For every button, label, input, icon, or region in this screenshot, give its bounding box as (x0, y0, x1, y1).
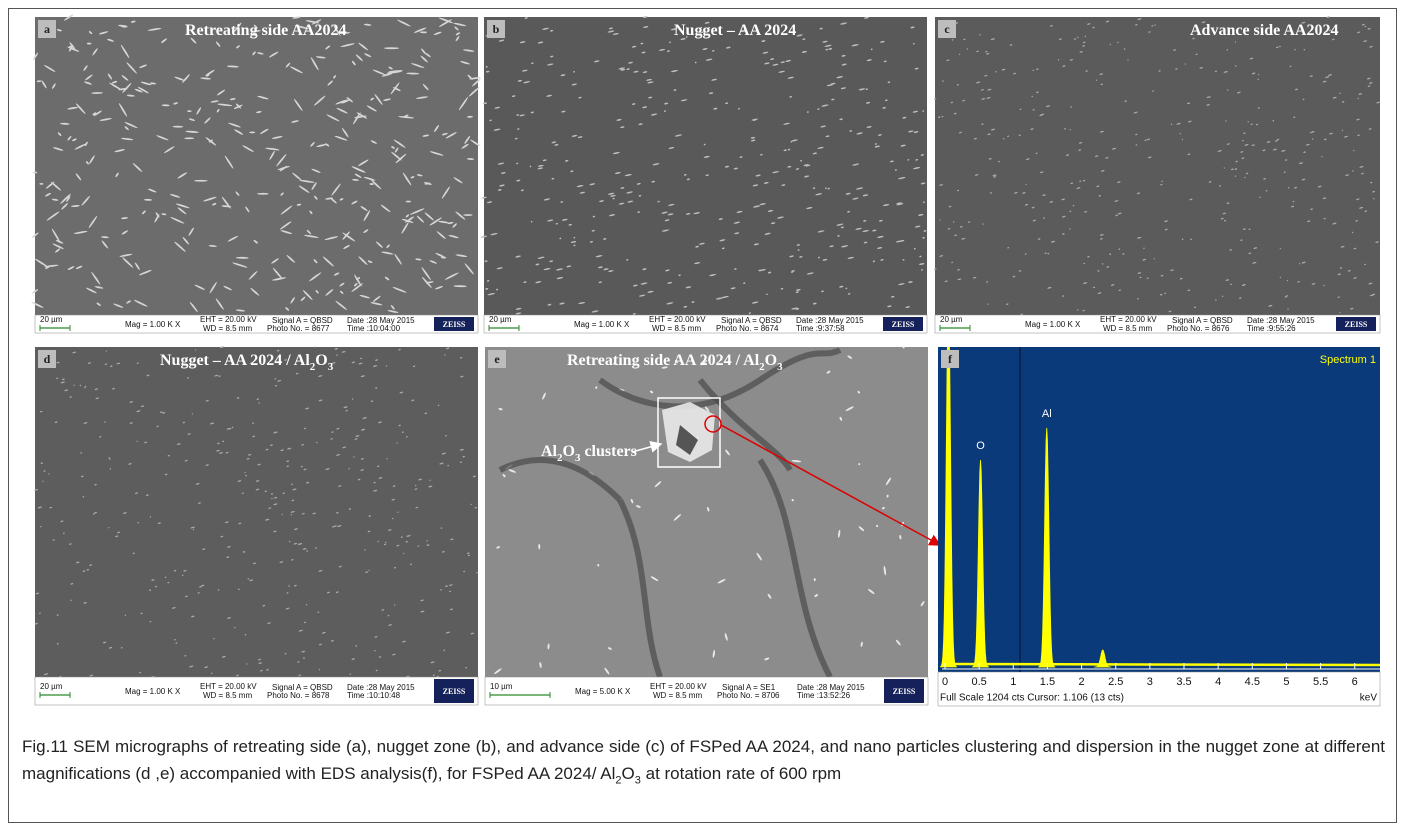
panel-label: c (944, 22, 950, 36)
scale-label: 20 µm (489, 315, 512, 324)
subscript: 3 (777, 361, 783, 373)
figure-caption: Fig.11 SEM micrographs of retreating sid… (22, 733, 1385, 787)
sem-image (484, 17, 927, 315)
scale-label: 20 µm (40, 315, 63, 324)
info-photo: Photo No. = 8674 (716, 324, 779, 333)
x-tick-label: 4.5 (1245, 676, 1260, 688)
x-tick-label: 1.5 (1040, 676, 1055, 688)
panel-label: b (493, 22, 500, 36)
speck (406, 201, 411, 203)
caption-text: O (622, 764, 635, 783)
x-axis-label: keV (1360, 693, 1378, 704)
info-wd: WD = 8.5 mm (1103, 324, 1152, 333)
peak-label: Al (1042, 408, 1052, 420)
text-run: Nugget – AA 2024 / Al (160, 352, 310, 369)
info-time: Time :9:55:26 (1247, 324, 1296, 333)
x-tick-label: 0 (942, 676, 948, 688)
sem-image (485, 347, 928, 677)
info-eht: EHT = 20.00 kV (1100, 315, 1157, 324)
spectrum-bg (938, 347, 1380, 672)
info-mag: Mag = 1.00 K X (125, 687, 181, 696)
figure: a Retreating side AA2024 20 µm Mag = 1.00 K… (0, 0, 1407, 720)
info-time: Time :10:10:48 (347, 691, 401, 700)
text-run: O (563, 443, 575, 460)
x-tick-label: 0.5 (971, 676, 986, 688)
x-tick-label: 2 (1079, 676, 1085, 688)
info-eht: EHT = 20.00 kV (200, 682, 257, 691)
spectrum-status: Full Scale 1204 cts Cursor: 1.106 (13 ct… (940, 693, 1124, 704)
page: {"figure":{ "panels":[ {"label":"a","tit… (0, 0, 1407, 833)
sem-image (35, 17, 478, 315)
text-run: clusters (580, 443, 636, 460)
panel-title: Advance side AA2024 (1190, 22, 1338, 39)
text-run: Al (541, 443, 558, 460)
info-photo: Photo No. = 8706 (717, 691, 780, 700)
info-mag: Mag = 5.00 K X (575, 687, 631, 696)
x-tick-label: 5 (1283, 676, 1289, 688)
info-wd: WD = 8.5 mm (652, 324, 701, 333)
x-tick-label: 1 (1010, 676, 1016, 688)
panel-title: Retreating side AA2024 (185, 22, 346, 39)
x-tick-label: 2.5 (1108, 676, 1123, 688)
x-tick-label: 5.5 (1313, 676, 1328, 688)
peak-label: O (976, 440, 985, 452)
info-photo: Photo No. = 8678 (267, 691, 330, 700)
panel-label: a (44, 22, 50, 36)
x-tick-label: 4 (1215, 676, 1221, 688)
text-run: O (765, 352, 777, 369)
spectrum-title: Spectrum 1 (1320, 354, 1376, 366)
info-mag: Mag = 1.00 K X (1025, 320, 1081, 329)
info-photo: Photo No. = 8677 (267, 324, 330, 333)
panel-label: d (44, 352, 51, 366)
speck (463, 214, 472, 216)
text-run: Nugget – AA 2024 (674, 22, 796, 39)
sem-image (35, 347, 478, 677)
info-eht: EHT = 20.00 kV (650, 682, 707, 691)
info-mag: Mag = 1.00 K X (125, 320, 181, 329)
info-mag: Mag = 1.00 K X (574, 320, 630, 329)
info-time: Time :10:04:00 (347, 324, 401, 333)
info-wd: WD = 8.5 mm (203, 691, 252, 700)
info-time: Time :9:37:58 (796, 324, 845, 333)
logo: ZEISS (893, 687, 916, 696)
logo: ZEISS (443, 687, 466, 696)
info-eht: EHT = 20.00 kV (200, 315, 257, 324)
logo: ZEISS (443, 320, 466, 329)
logo: ZEISS (892, 320, 915, 329)
text-run: Retreating side AA 2024 / Al (567, 352, 760, 369)
info-wd: WD = 8.5 mm (653, 691, 702, 700)
scale-label: 20 µm (40, 682, 63, 691)
x-tick-label: 6 (1352, 676, 1358, 688)
logo: ZEISS (1345, 320, 1368, 329)
info-wd: WD = 8.5 mm (203, 324, 252, 333)
baseline-noise (945, 664, 1380, 665)
sem-image (935, 17, 1380, 315)
scale-label: 20 µm (940, 315, 963, 324)
info-time: Time :13:52:26 (797, 691, 851, 700)
x-tick-label: 3 (1147, 676, 1153, 688)
text-run: O (315, 352, 327, 369)
text-run: Advance side AA2024 (1190, 22, 1338, 39)
panel-title: Nugget – AA 2024 (674, 22, 796, 39)
scale-label: 10 µm (490, 682, 513, 691)
panel-label: e (494, 352, 500, 366)
info-eht: EHT = 20.00 kV (649, 315, 706, 324)
info-photo: Photo No. = 8676 (1167, 324, 1230, 333)
subscript: 3 (328, 361, 334, 373)
text-run: Retreating side AA2024 (185, 22, 346, 39)
x-tick-label: 3.5 (1176, 676, 1191, 688)
caption-text: at rotation rate of 600 rpm (641, 764, 841, 783)
